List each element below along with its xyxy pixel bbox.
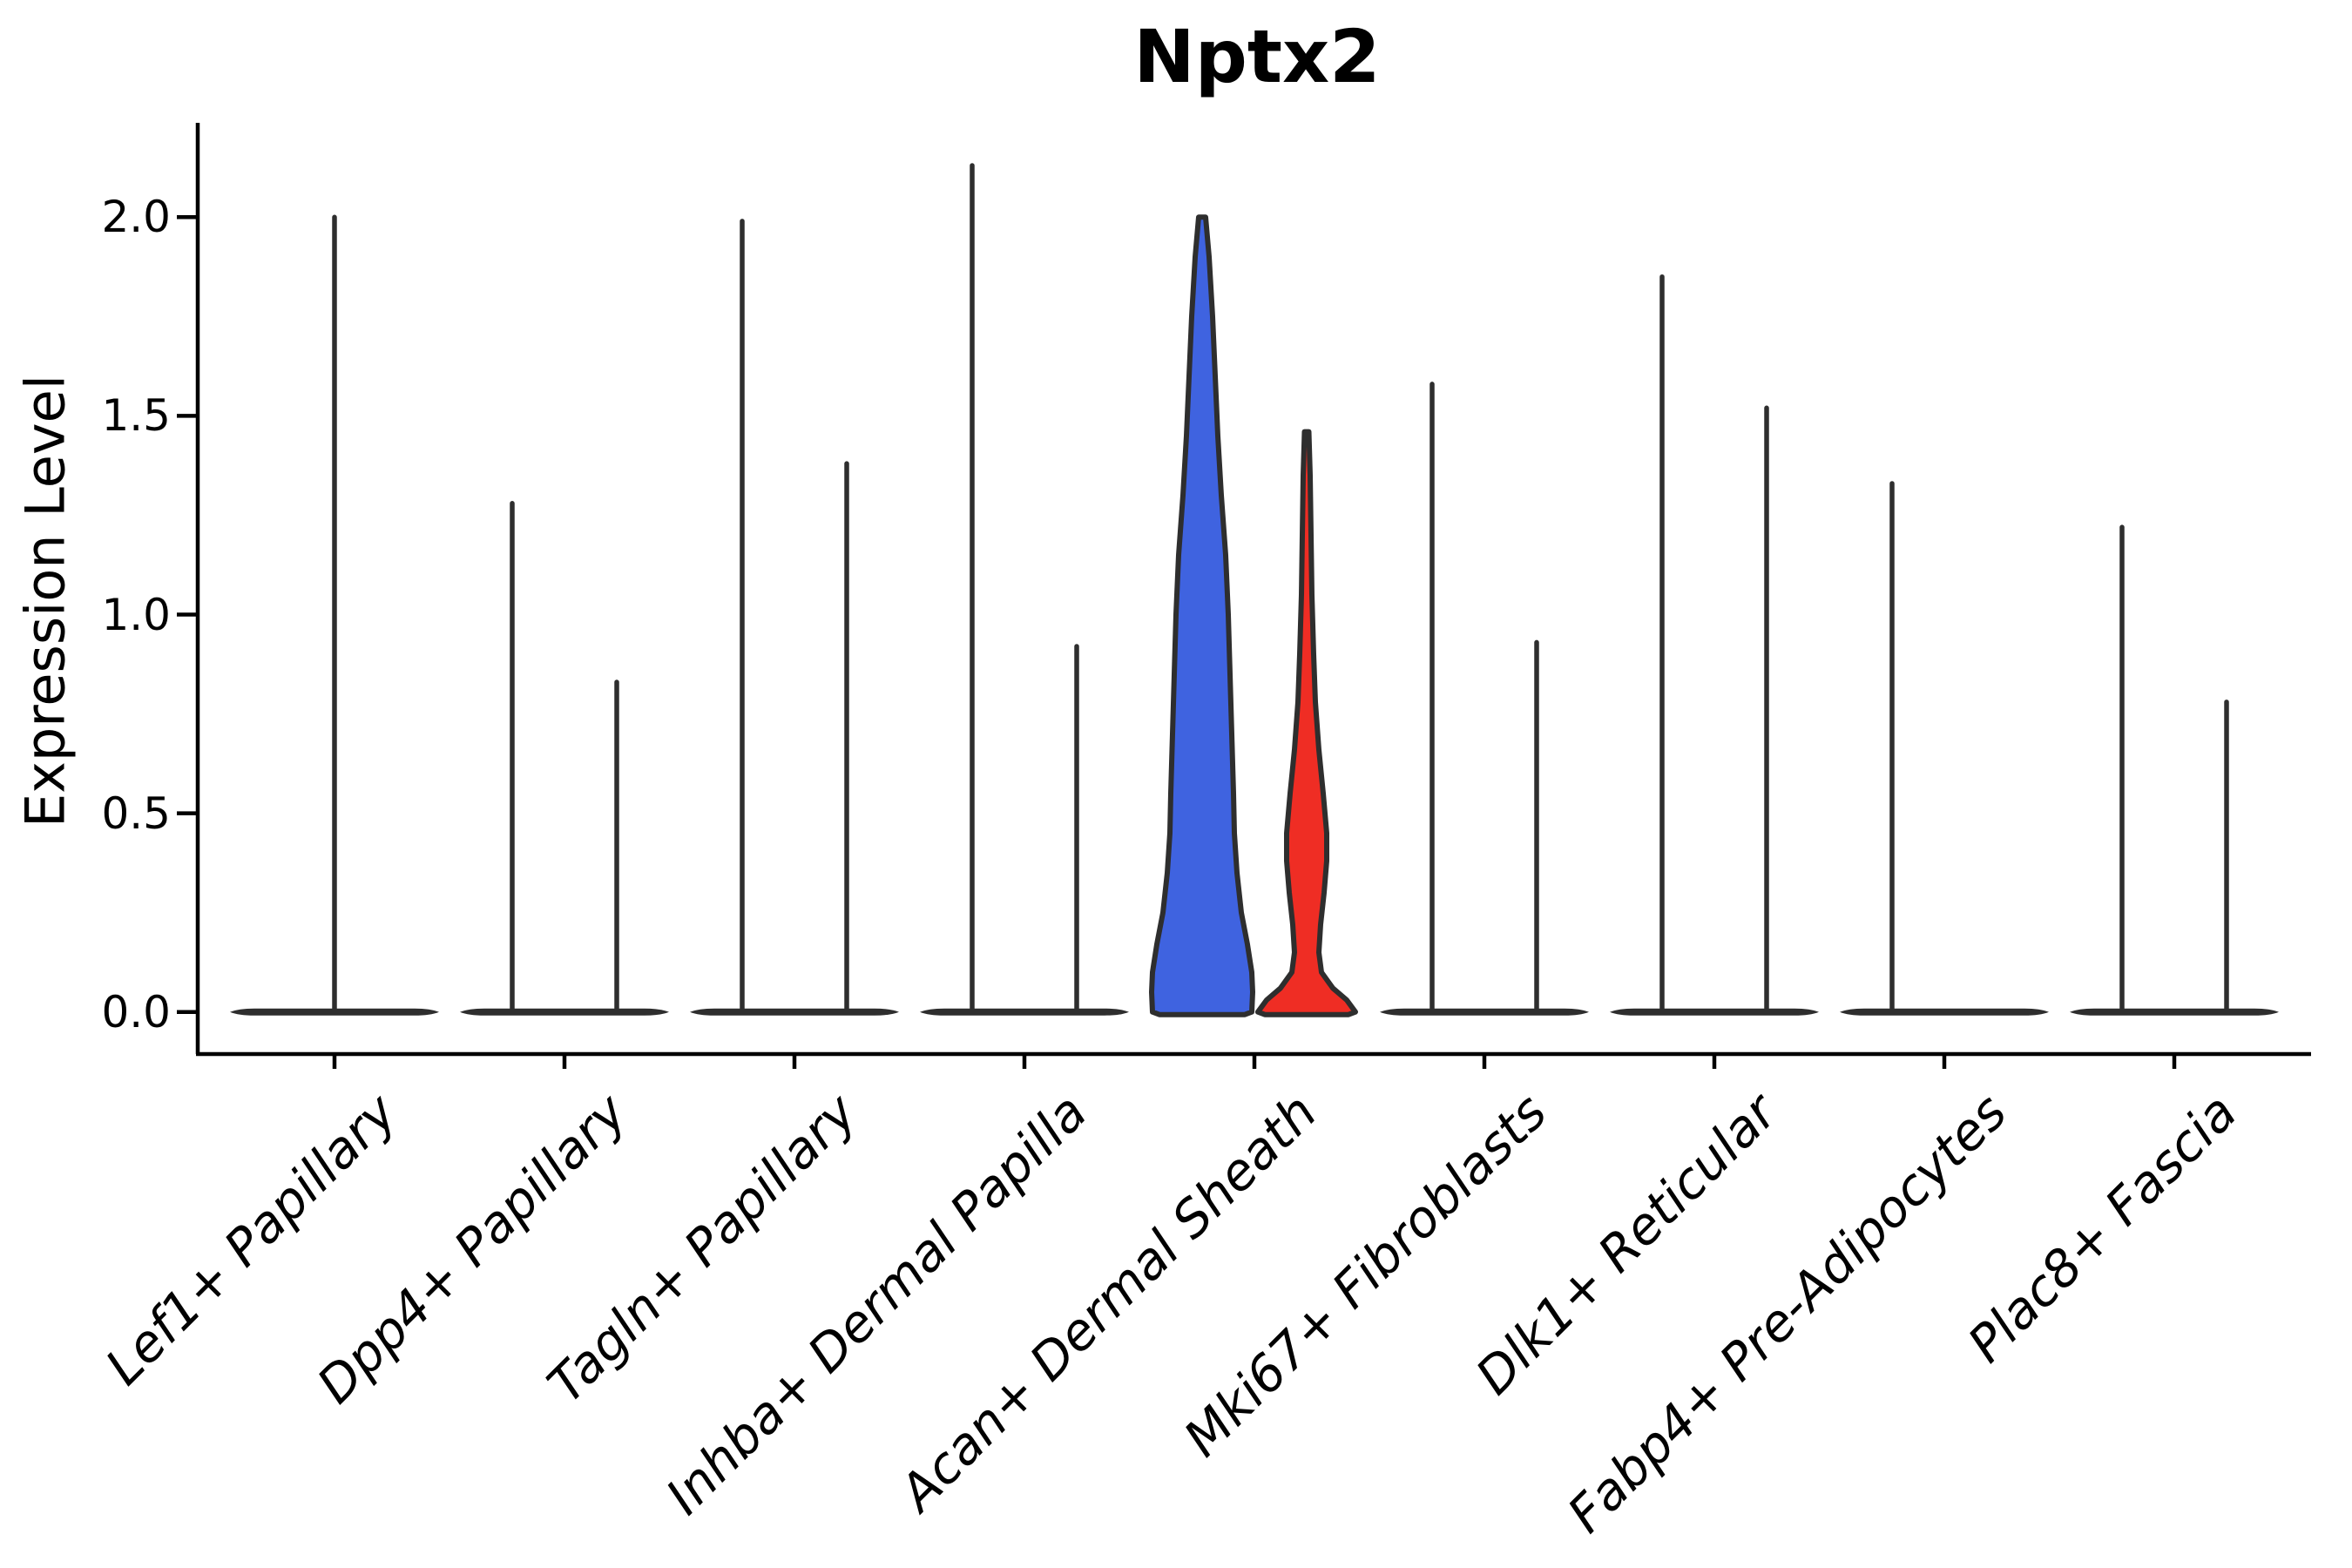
y-tick-label-2.0: 2.0 <box>101 192 171 242</box>
violin-filled-cat4-left <box>1149 214 1255 1017</box>
violin-base-1 <box>460 1008 669 1016</box>
plot-title: Nptx2 <box>1133 14 1381 99</box>
y-tick-label-1.5: 1.5 <box>101 390 171 441</box>
violin-base-2 <box>690 1008 899 1016</box>
violin-base-3 <box>920 1008 1129 1016</box>
y-tick-label-0.5: 0.5 <box>101 788 171 839</box>
y-tick-label-1.0: 1.0 <box>101 590 171 640</box>
violin-base-5 <box>1380 1008 1589 1016</box>
violin-base-7 <box>1840 1008 2049 1016</box>
y-tick-label-0.0: 0.0 <box>101 987 171 1037</box>
violin-filled-cat4-right <box>1255 429 1358 1017</box>
violin-base-6 <box>1610 1008 1819 1016</box>
violin-base-8 <box>2070 1008 2279 1016</box>
